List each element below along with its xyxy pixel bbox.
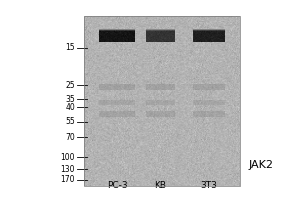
Text: 130: 130 (61, 164, 75, 173)
Text: 100: 100 (61, 152, 75, 162)
Text: 35: 35 (65, 95, 75, 104)
Text: 3T3: 3T3 (200, 181, 217, 190)
Text: PC-3: PC-3 (107, 181, 127, 190)
Text: 15: 15 (65, 44, 75, 52)
Text: 25: 25 (65, 81, 75, 90)
Bar (84, 16, 240, 186)
Text: JAK2: JAK2 (249, 160, 274, 170)
Text: KB: KB (154, 181, 166, 190)
Text: 55: 55 (65, 117, 75, 127)
Text: 70: 70 (65, 132, 75, 142)
Text: 40: 40 (65, 102, 75, 112)
Text: 170: 170 (61, 176, 75, 184)
